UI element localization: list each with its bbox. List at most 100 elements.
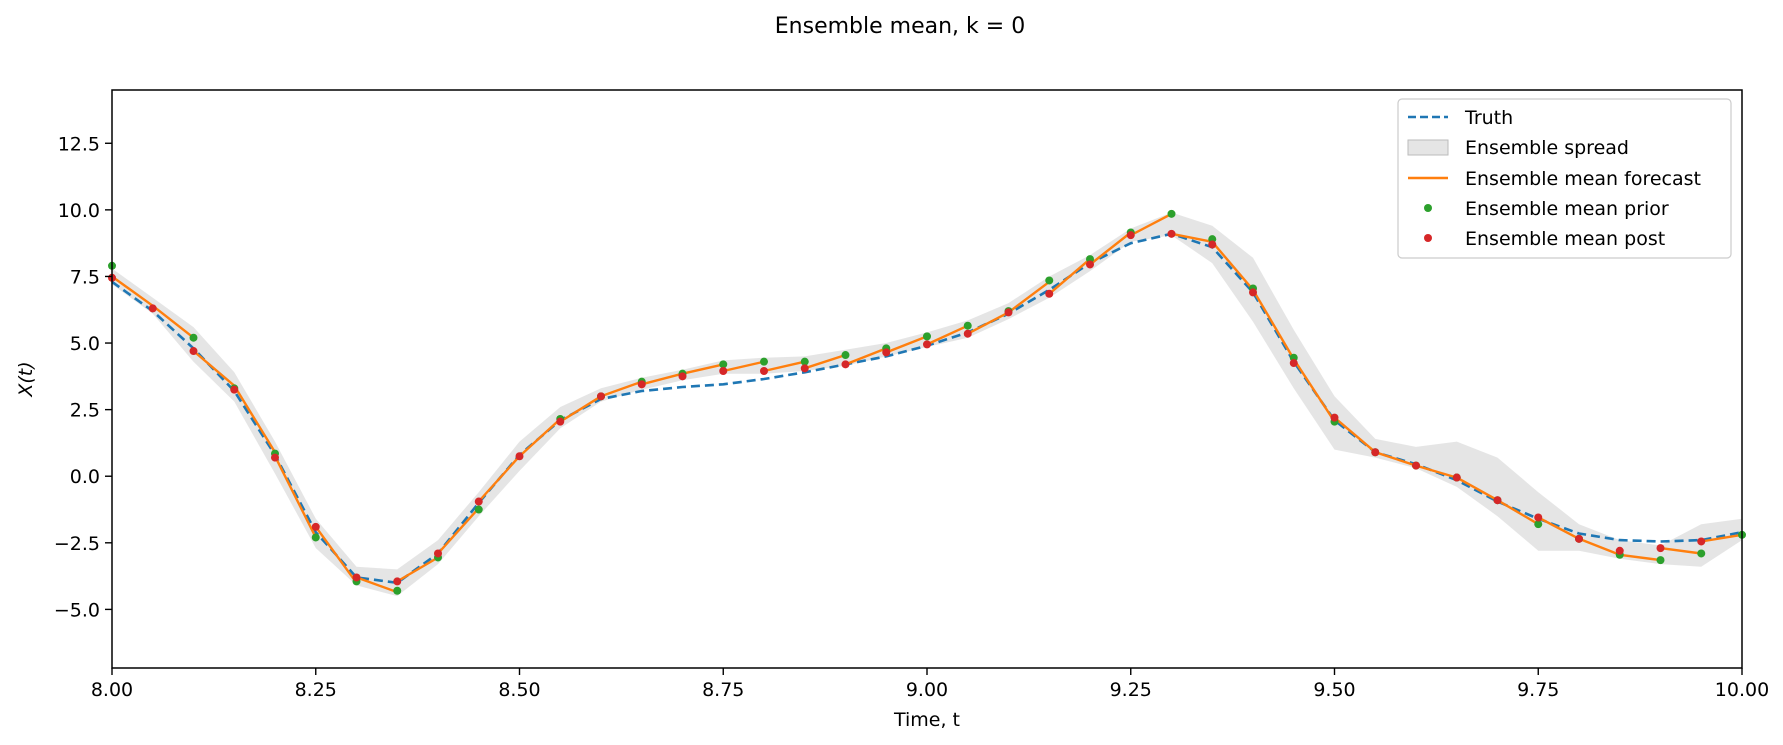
legend-label-prior: Ensemble mean prior xyxy=(1465,198,1669,220)
post-point xyxy=(311,522,320,531)
x-tick-label: 8.00 xyxy=(91,679,133,701)
post-point xyxy=(393,577,402,586)
post-point xyxy=(1452,473,1461,482)
prior-layer xyxy=(108,209,1746,595)
legend-swatch-prior xyxy=(1424,204,1432,212)
legend-label-spread: Ensemble spread xyxy=(1465,137,1629,159)
post-point xyxy=(434,549,442,558)
x-tick-label: 9.50 xyxy=(1313,679,1355,701)
plot-area xyxy=(108,209,1746,597)
forecast-segment xyxy=(1088,231,1133,266)
x-tick-label: 9.75 xyxy=(1517,679,1559,701)
post-point xyxy=(474,497,483,506)
post-point xyxy=(1697,537,1706,546)
x-axis: 8.00 8.25 8.50 8.75 9.00 9.25 9.50 9.75 10.00 xyxy=(91,668,1769,701)
forecast-layer xyxy=(110,212,1744,594)
post-point xyxy=(1249,288,1257,297)
prior-point xyxy=(1045,276,1054,285)
forecast-segment xyxy=(722,360,766,373)
post-point xyxy=(1086,260,1094,269)
post-point xyxy=(1126,231,1135,240)
y-tick-label: 7.5 xyxy=(70,266,100,288)
prior-point xyxy=(800,357,809,366)
post-point xyxy=(1493,496,1502,505)
forecast-segment xyxy=(1659,546,1703,555)
post-point xyxy=(1371,448,1380,457)
y-tick-label: 12.5 xyxy=(58,133,100,155)
y-tick-label: 2.5 xyxy=(70,400,100,422)
legend-label-post: Ensemble mean post xyxy=(1465,228,1665,250)
chart-title: Ensemble mean, k = 0 xyxy=(775,14,1025,39)
forecast-segment xyxy=(762,360,806,373)
forecast-segment xyxy=(844,347,888,366)
x-tick-label: 8.25 xyxy=(295,679,337,701)
post-point xyxy=(1167,229,1176,238)
post-point xyxy=(515,452,524,461)
legend-swatch-spread xyxy=(1407,139,1449,156)
prior-point xyxy=(760,357,768,366)
post-point xyxy=(1412,461,1420,470)
post-layer xyxy=(108,229,1706,586)
forecast-segment xyxy=(355,576,399,594)
ensemble-spread-band xyxy=(112,212,1742,597)
y-tick-label: −5.0 xyxy=(54,599,100,621)
post-point xyxy=(719,367,728,376)
post-point xyxy=(1615,546,1624,555)
prior-point xyxy=(1167,209,1176,218)
y-axis: −5.0 −2.5 0.0 2.5 5.0 7.5 10.0 12.5 xyxy=(54,133,112,621)
forecast-segment xyxy=(436,507,480,555)
x-tick-label: 8.50 xyxy=(498,679,540,701)
prior-point xyxy=(393,586,402,595)
forecast-segment xyxy=(396,556,440,583)
legend: Truth Ensemble spread Ensemble mean fore… xyxy=(1397,98,1732,259)
post-point xyxy=(1330,413,1339,422)
prior-point xyxy=(841,351,850,360)
x-tick-label: 10.00 xyxy=(1715,679,1769,701)
post-point xyxy=(597,392,605,401)
post-point xyxy=(271,453,279,462)
prior-point xyxy=(963,321,972,330)
post-point xyxy=(963,329,972,338)
prior-point xyxy=(719,360,728,369)
x-tick-label: 9.25 xyxy=(1110,679,1152,701)
prior-point xyxy=(923,332,931,341)
truth-layer xyxy=(111,232,1743,585)
post-point xyxy=(760,367,768,376)
prior-point xyxy=(189,333,198,342)
post-point xyxy=(352,573,361,582)
forecast-segment xyxy=(314,525,358,584)
spread-layer xyxy=(112,212,1742,597)
forecast-segment xyxy=(1537,516,1662,562)
post-point xyxy=(841,360,850,369)
post-point xyxy=(923,340,931,349)
forecast-segment xyxy=(885,335,929,354)
post-point xyxy=(230,385,239,394)
forecast-segment xyxy=(1048,257,1092,295)
x-tick-label: 8.75 xyxy=(702,679,744,701)
post-point xyxy=(1534,513,1543,522)
post-point xyxy=(1575,534,1583,543)
y-tick-label: −2.5 xyxy=(54,533,100,555)
post-point xyxy=(882,348,891,357)
forecast-segment xyxy=(273,455,317,539)
forecast-segment xyxy=(1699,533,1744,543)
truth-line xyxy=(111,232,1743,585)
prior-point xyxy=(1697,549,1706,558)
y-tick-label: 10.0 xyxy=(58,200,100,222)
forecast-segment xyxy=(1129,212,1173,237)
post-point xyxy=(1045,289,1054,298)
post-point xyxy=(678,372,687,381)
legend-swatch-post xyxy=(1424,234,1432,242)
post-point xyxy=(800,364,809,373)
post-point xyxy=(148,304,157,313)
post-point xyxy=(637,380,646,389)
legend-box xyxy=(1397,98,1732,259)
legend-label-truth: Truth xyxy=(1464,107,1513,129)
post-point xyxy=(556,417,565,426)
forecast-segment xyxy=(1333,416,1540,526)
prior-point xyxy=(311,533,320,542)
post-point xyxy=(1289,359,1298,368)
post-point xyxy=(1656,544,1665,553)
x-axis-label: Time, t xyxy=(893,709,960,731)
prior-point xyxy=(1656,556,1665,565)
